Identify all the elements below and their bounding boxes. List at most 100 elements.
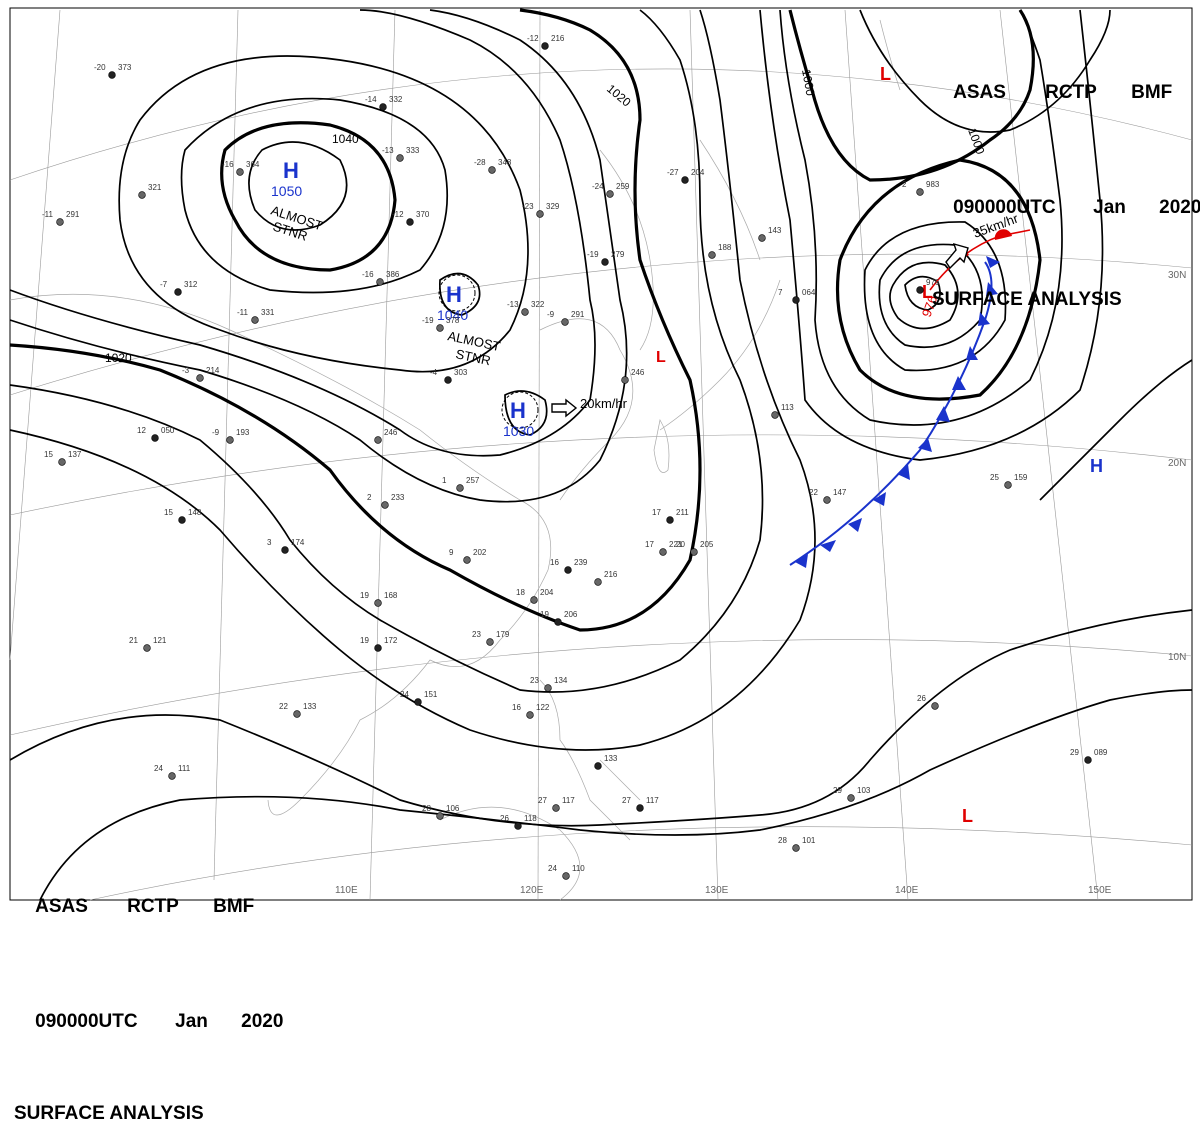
isobar-low-ring-4	[863, 221, 1007, 372]
high-symbol: H	[446, 282, 462, 307]
station-pressure: 118	[524, 814, 537, 823]
station-temperature: -24	[592, 182, 604, 191]
isobar-1040-ring-2	[439, 272, 481, 316]
header-title: SURFACE ANALYSIS	[932, 289, 1122, 310]
station-pressure: 172	[384, 636, 398, 645]
station-circle	[621, 376, 629, 384]
station-circle	[293, 710, 301, 718]
header-product: BMF	[213, 896, 255, 917]
station-circle	[521, 308, 529, 316]
station-temperature: 26	[917, 694, 926, 703]
station-temperature: 25	[990, 473, 999, 482]
station-pressure: 239	[574, 558, 588, 567]
station-temperature: 9	[449, 548, 454, 557]
isobar-1016-east	[859, 9, 1111, 133]
isobar-1015	[9, 9, 764, 693]
isobar-1000-north	[788, 9, 1035, 182]
station-pressure: 159	[1014, 473, 1028, 482]
axis-labels: 110E 120E 130E 140E 150E 30N 20N 10N	[335, 270, 1186, 896]
station-temperature: 22	[809, 488, 818, 497]
isobar-1004	[779, 9, 1063, 426]
station-plot: 25 159	[990, 473, 1028, 489]
isobar-1030	[9, 9, 596, 457]
station-pressure: 205	[700, 540, 714, 549]
longitude-label: 140E	[895, 885, 919, 896]
station-temperature: -28	[474, 158, 486, 167]
station-pressure: 117	[646, 796, 659, 805]
station-plot: -23 329	[522, 202, 560, 218]
coastline-taiwan	[653, 419, 670, 473]
front-triangle	[918, 438, 932, 452]
station-circle	[708, 251, 716, 259]
header-month: Jan	[175, 1011, 208, 1032]
station-plot: 3 174	[267, 538, 305, 554]
header-center: RCTP	[1045, 82, 1097, 103]
station-circle	[58, 458, 66, 466]
coastline-korea	[599, 149, 654, 351]
station-pressure: 143	[768, 226, 782, 235]
station-pressure: 370	[416, 210, 430, 219]
station-pressure: 134	[554, 676, 568, 685]
station-plot: -24 259	[592, 182, 630, 198]
header-time: 090000UTC	[953, 197, 1056, 218]
station-pressure: 106	[446, 804, 460, 813]
station-pressure: 386	[386, 270, 400, 279]
high-symbol: H	[1090, 456, 1103, 476]
isobars	[9, 8, 1193, 901]
station-plot: 23 179	[472, 630, 510, 646]
station-circle	[552, 804, 560, 812]
station-circle	[681, 176, 689, 184]
station-circle	[463, 556, 471, 564]
warm-front-semicircle	[994, 229, 1012, 240]
station-circle	[374, 644, 382, 652]
high-pressure-value: 1050	[271, 183, 302, 199]
station-plot: 29 103	[833, 786, 871, 802]
station-plot: 26	[917, 694, 939, 710]
station-pressure: 246	[384, 428, 398, 437]
header-time: 090000UTC	[35, 1011, 138, 1032]
pressure-center-h4: H	[1090, 456, 1103, 476]
station-pressure: 983	[926, 180, 940, 189]
low-symbol: L	[962, 806, 973, 826]
station-pressure: 204	[540, 588, 554, 597]
station-temperature: -16	[362, 270, 374, 279]
station-plot: -9 193	[212, 428, 250, 444]
station-circle	[168, 772, 176, 780]
front-triangle	[986, 256, 1000, 268]
station-temperature: -16	[222, 160, 234, 169]
isobar-low-ring-1	[904, 275, 941, 311]
station-circle	[406, 218, 414, 226]
station-circle	[444, 376, 452, 384]
cold-front	[789, 256, 1000, 568]
station-circle	[174, 288, 182, 296]
stationary-note: STNR	[454, 346, 492, 368]
station-plot: 22 133	[279, 702, 317, 718]
station-pressure: 364	[246, 160, 260, 169]
pressure-center-h1: H 1050 ALMOST STNR	[269, 158, 325, 244]
station-pressure: 103	[857, 786, 871, 795]
station-temperature: 12	[137, 426, 146, 435]
station-plot: 976	[916, 278, 940, 294]
station-circle	[281, 546, 289, 554]
station-circle	[792, 296, 800, 304]
station-circle	[251, 316, 259, 324]
station-temperature: -9	[212, 428, 220, 437]
station-plot: 246	[374, 428, 398, 444]
station-circle	[636, 804, 644, 812]
header-region: ASAS	[35, 896, 88, 917]
station-pressure: 233	[391, 493, 405, 502]
station-circle	[226, 436, 234, 444]
station-plot: 246	[621, 368, 645, 384]
station-pressure: 291	[571, 310, 585, 319]
station-plot: -28 348	[474, 158, 512, 174]
station-circle	[143, 644, 151, 652]
station-temperature: -14	[365, 95, 377, 104]
station-plot: -27 204	[667, 168, 705, 184]
motion-speed: 20km/hr	[580, 396, 628, 411]
isobar-1000	[835, 158, 1042, 401]
front-triangle	[897, 464, 910, 480]
coastline-japan	[659, 139, 781, 431]
map-frame	[9, 7, 1193, 901]
longitude-label: 150E	[1088, 885, 1112, 896]
